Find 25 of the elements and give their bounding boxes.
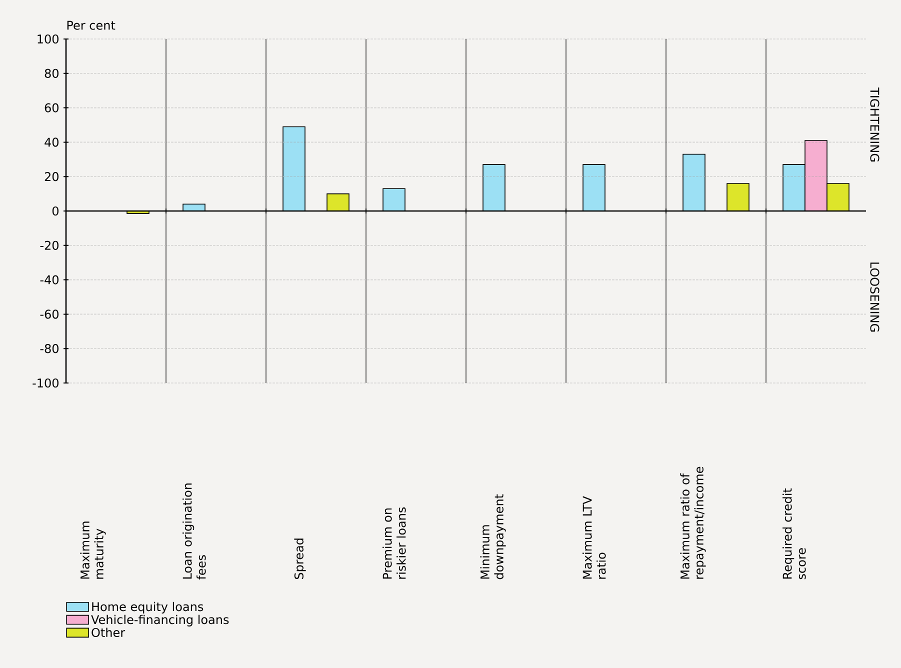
y-tick-label: -20 xyxy=(40,240,59,250)
y-tick-label: 20 xyxy=(44,172,59,182)
y-tick-label: 40 xyxy=(44,138,59,147)
text: LOOSENING xyxy=(870,262,880,332)
legend-label: Home equity loans xyxy=(92,602,204,614)
y-tick-label: 100 xyxy=(38,34,59,44)
y-tick-label: 0 xyxy=(52,206,59,216)
legend-label: Vehicle-financing loans xyxy=(91,614,229,626)
x-tick-label: Required credit score xyxy=(782,488,806,580)
y-tick-label: -40 xyxy=(40,275,59,284)
x-tick-label: Maximum maturity xyxy=(80,522,106,579)
y-tick-label: 60 xyxy=(44,103,59,112)
x-tick-label: Maximum LTV ratio xyxy=(582,496,606,579)
y-tick-label: -100 xyxy=(32,378,59,388)
x-tick-label: Premium on riskier loans xyxy=(382,507,406,579)
y-tick-label: -60 xyxy=(40,310,59,319)
x-tick-label: Minimum downpayment xyxy=(480,494,506,580)
y-tick-label: -80 xyxy=(40,344,59,354)
text: TIGHTENING xyxy=(870,88,880,162)
y-axis-title: Per cent xyxy=(67,20,116,30)
x-tick-label: Spread xyxy=(294,538,306,580)
y-tick-label: 80 xyxy=(44,68,59,78)
legend-label: Other xyxy=(92,628,126,638)
x-tick-label: Loan origination fees xyxy=(182,484,206,580)
x-tick-label: Maximum ratio of repayment/income xyxy=(680,466,706,579)
